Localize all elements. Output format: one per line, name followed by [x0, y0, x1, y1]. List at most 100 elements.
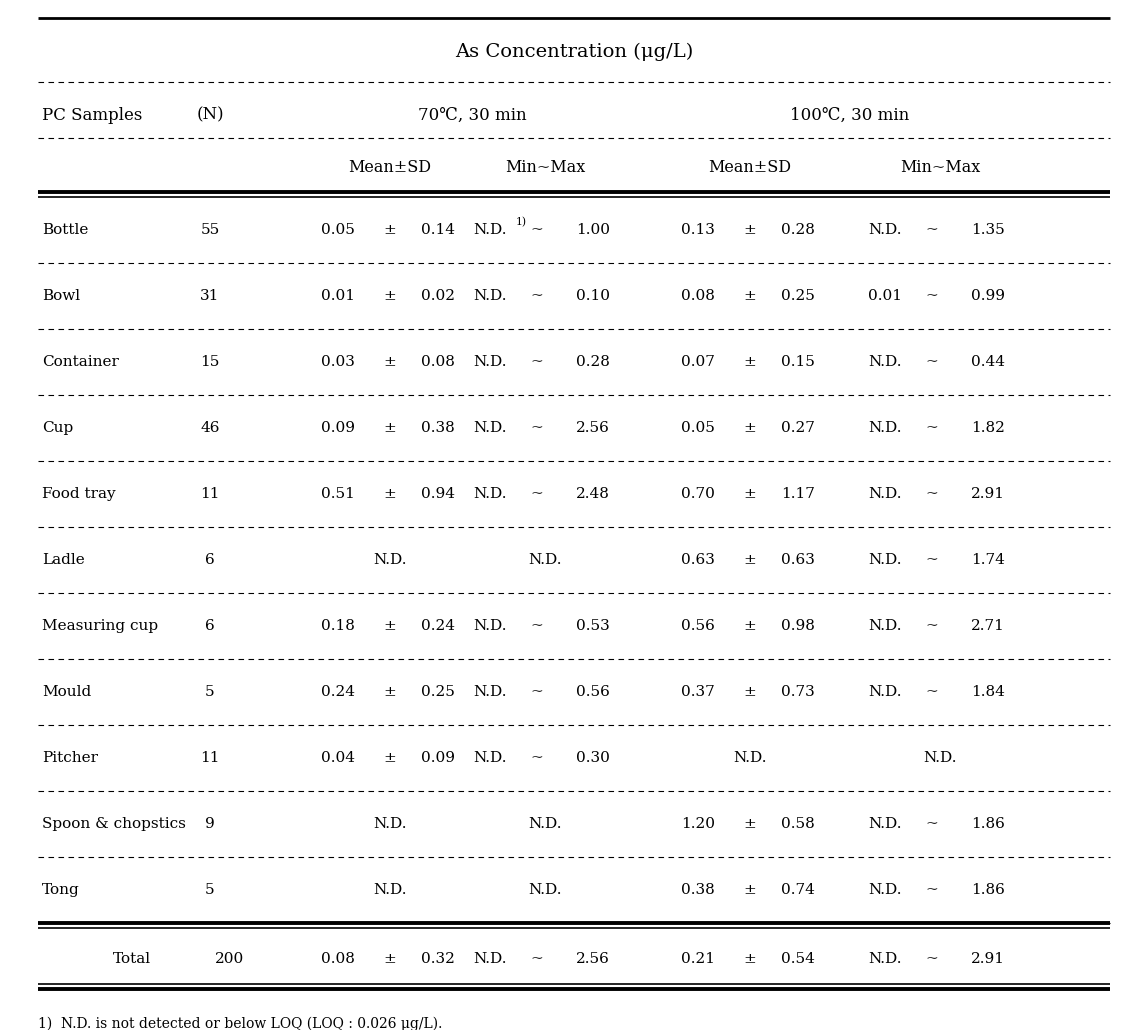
Text: ±: ± — [383, 289, 396, 303]
Text: ~: ~ — [925, 619, 938, 633]
Text: N.D.: N.D. — [868, 883, 901, 897]
Text: 1.84: 1.84 — [971, 685, 1004, 699]
Text: 5: 5 — [205, 685, 215, 699]
Text: N.D.: N.D. — [373, 883, 407, 897]
Text: 0.21: 0.21 — [681, 952, 715, 966]
Text: N.D.: N.D. — [868, 553, 901, 566]
Text: 46: 46 — [200, 421, 220, 435]
Text: ±: ± — [744, 487, 756, 501]
Text: 0.05: 0.05 — [321, 224, 355, 237]
Text: N.D.: N.D. — [474, 289, 507, 303]
Text: ±: ± — [383, 224, 396, 237]
Text: As Concentration (μg/L): As Concentration (μg/L) — [455, 43, 693, 61]
Text: ~: ~ — [531, 685, 543, 699]
Text: N.D.: N.D. — [868, 952, 901, 966]
Text: ~: ~ — [925, 553, 938, 566]
Text: ±: ± — [383, 421, 396, 435]
Text: N.D.: N.D. — [868, 355, 901, 369]
Text: ±: ± — [744, 619, 756, 633]
Text: 0.10: 0.10 — [575, 289, 610, 303]
Text: 0.38: 0.38 — [681, 883, 715, 897]
Text: ~: ~ — [925, 224, 938, 237]
Text: N.D.: N.D. — [474, 751, 507, 765]
Text: ±: ± — [383, 355, 396, 369]
Text: 70℃, 30 min: 70℃, 30 min — [419, 106, 527, 124]
Text: 0.74: 0.74 — [781, 883, 815, 897]
Text: 2.56: 2.56 — [577, 421, 610, 435]
Text: 0.32: 0.32 — [421, 952, 455, 966]
Text: 0.63: 0.63 — [681, 553, 715, 566]
Text: Min~Max: Min~Max — [505, 160, 585, 176]
Text: N.D.: N.D. — [474, 952, 507, 966]
Text: N.D.: N.D. — [529, 817, 562, 831]
Text: N.D.: N.D. — [529, 553, 562, 566]
Text: 0.99: 0.99 — [971, 289, 1004, 303]
Text: Measuring cup: Measuring cup — [42, 619, 158, 633]
Text: 1.86: 1.86 — [971, 817, 1004, 831]
Text: N.D.: N.D. — [474, 355, 507, 369]
Text: ±: ± — [744, 817, 756, 831]
Text: 0.08: 0.08 — [421, 355, 455, 369]
Text: N.D.: N.D. — [474, 487, 507, 501]
Text: 0.14: 0.14 — [421, 224, 455, 237]
Text: 1.35: 1.35 — [971, 224, 1004, 237]
Text: 9: 9 — [205, 817, 215, 831]
Text: 0.09: 0.09 — [321, 421, 355, 435]
Text: 0.56: 0.56 — [577, 685, 610, 699]
Text: N.D.: N.D. — [474, 685, 507, 699]
Text: ~: ~ — [531, 487, 543, 501]
Text: ~: ~ — [531, 751, 543, 765]
Text: ~: ~ — [531, 952, 543, 966]
Text: 0.07: 0.07 — [681, 355, 715, 369]
Text: 0.24: 0.24 — [421, 619, 455, 633]
Text: Mean±SD: Mean±SD — [708, 160, 792, 176]
Text: Food tray: Food tray — [42, 487, 116, 501]
Text: ~: ~ — [531, 421, 543, 435]
Text: 31: 31 — [200, 289, 220, 303]
Text: 0.56: 0.56 — [681, 619, 715, 633]
Text: ±: ± — [383, 751, 396, 765]
Text: 0.37: 0.37 — [681, 685, 715, 699]
Text: ±: ± — [383, 685, 396, 699]
Text: N.D.: N.D. — [474, 619, 507, 633]
Text: ~: ~ — [925, 952, 938, 966]
Text: ±: ± — [744, 421, 756, 435]
Text: Tong: Tong — [42, 883, 80, 897]
Text: ±: ± — [383, 487, 396, 501]
Text: 2.91: 2.91 — [971, 487, 1004, 501]
Text: 0.04: 0.04 — [321, 751, 355, 765]
Text: Ladle: Ladle — [42, 553, 85, 566]
Text: 0.08: 0.08 — [681, 289, 715, 303]
Text: 0.28: 0.28 — [577, 355, 610, 369]
Text: Cup: Cup — [42, 421, 73, 435]
Text: 0.63: 0.63 — [781, 553, 815, 566]
Text: 1.17: 1.17 — [781, 487, 815, 501]
Text: ~: ~ — [531, 289, 543, 303]
Text: 1): 1) — [516, 217, 527, 228]
Text: 1)  N.D. is not detected or below LOQ (LOQ : 0.026 μg/L).: 1) N.D. is not detected or below LOQ (LO… — [38, 1017, 443, 1030]
Text: 0.02: 0.02 — [421, 289, 455, 303]
Text: 0.58: 0.58 — [781, 817, 815, 831]
Text: N.D.: N.D. — [733, 751, 766, 765]
Text: ~: ~ — [531, 224, 543, 237]
Text: 1.20: 1.20 — [681, 817, 715, 831]
Text: ~: ~ — [925, 487, 938, 501]
Text: N.D.: N.D. — [923, 751, 956, 765]
Text: 0.25: 0.25 — [781, 289, 815, 303]
Text: 55: 55 — [200, 224, 220, 237]
Text: ±: ± — [383, 619, 396, 633]
Text: 0.27: 0.27 — [781, 421, 815, 435]
Text: 2.91: 2.91 — [971, 952, 1004, 966]
Text: 0.25: 0.25 — [421, 685, 455, 699]
Text: ±: ± — [744, 355, 756, 369]
Text: Spoon & chopstics: Spoon & chopstics — [42, 817, 185, 831]
Text: Mean±SD: Mean±SD — [349, 160, 431, 176]
Text: 1.74: 1.74 — [971, 553, 1004, 566]
Text: PC Samples: PC Samples — [42, 106, 142, 124]
Text: 5: 5 — [205, 883, 215, 897]
Text: Min~Max: Min~Max — [900, 160, 980, 176]
Text: Mould: Mould — [42, 685, 92, 699]
Text: 1.86: 1.86 — [971, 883, 1004, 897]
Text: 0.09: 0.09 — [421, 751, 455, 765]
Text: N.D.: N.D. — [868, 224, 901, 237]
